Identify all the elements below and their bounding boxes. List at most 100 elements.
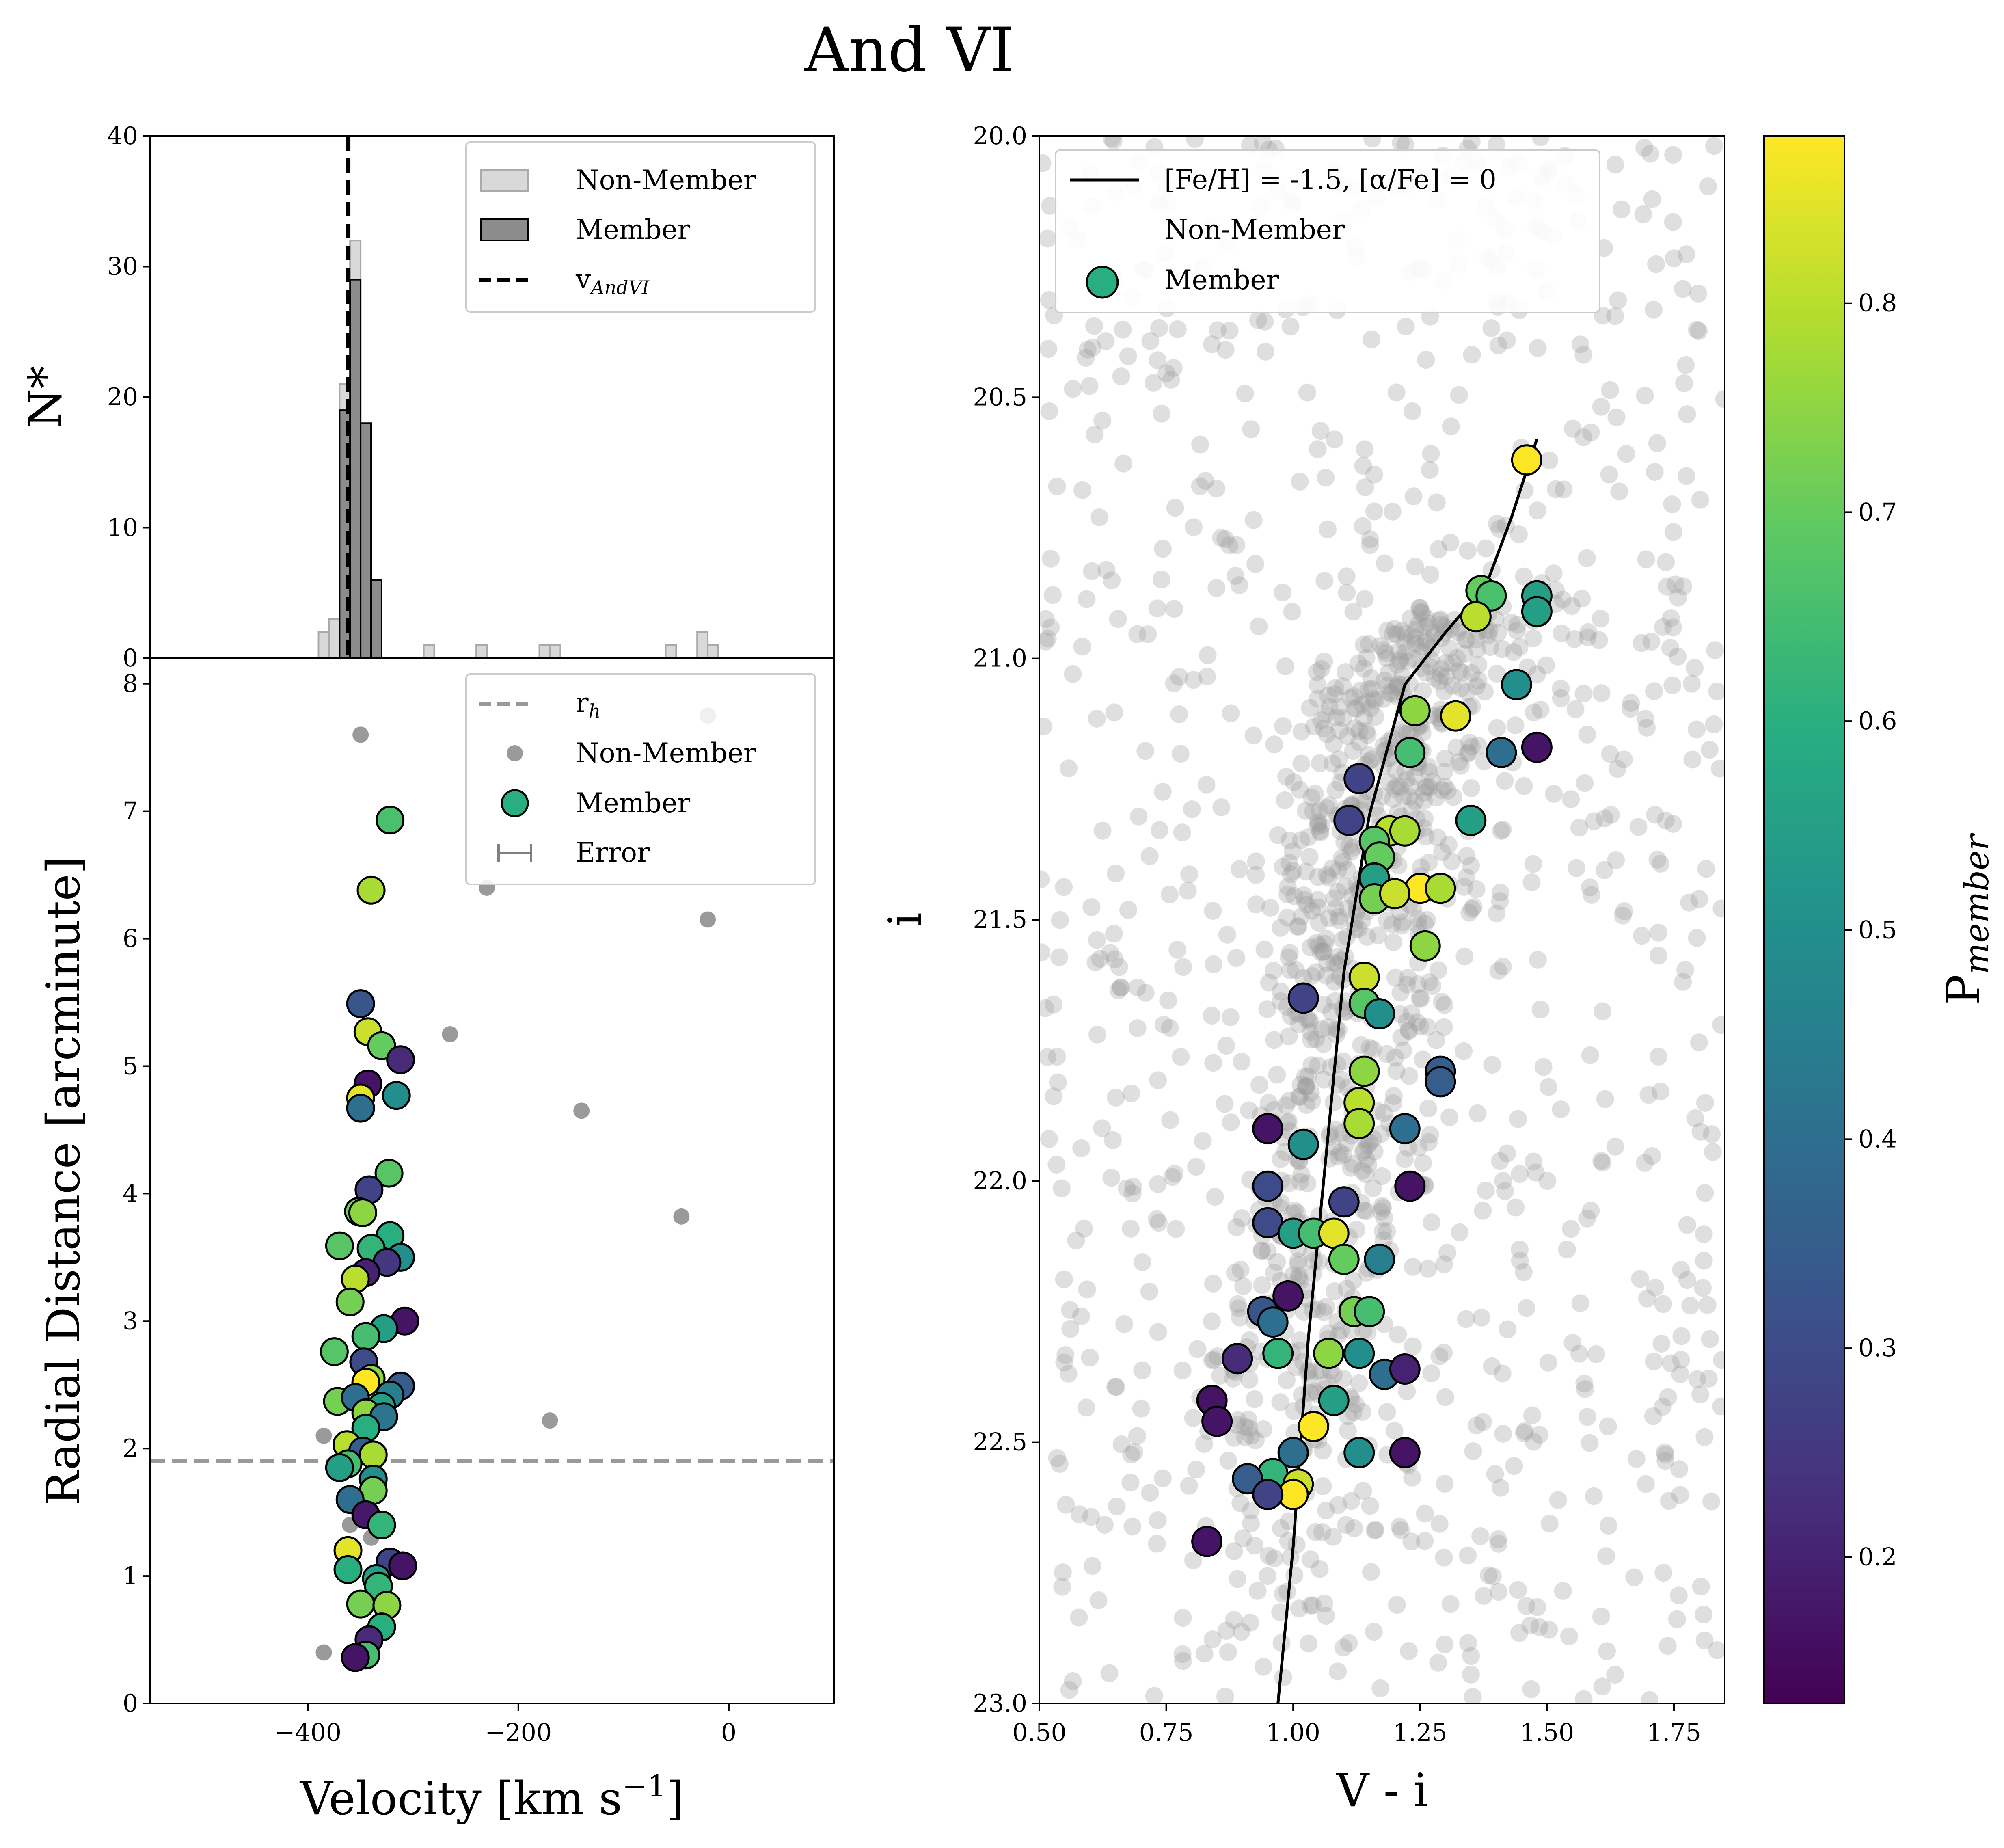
- histogram-bar-nonmember: [549, 644, 561, 659]
- cmd-field-point: [1317, 469, 1335, 487]
- cmd-field-point: [1654, 1295, 1672, 1313]
- cmd-rgb-point: [1301, 938, 1319, 956]
- cmd-field-point: [1638, 719, 1656, 737]
- cmd-field-point: [1594, 1154, 1612, 1172]
- cmd-x-tick-label: 0.50: [1012, 1718, 1067, 1747]
- cmd-field-point: [1552, 1100, 1570, 1119]
- cmd-field-point: [1399, 1642, 1418, 1660]
- cmd-x-tick-label: 1.00: [1266, 1718, 1320, 1747]
- cmd-field-point: [1047, 1155, 1066, 1174]
- cmd-field-point: [1463, 346, 1481, 364]
- cmd-field-point: [1462, 1647, 1480, 1665]
- cmd-field-point: [1435, 1548, 1453, 1567]
- colorbar-tick-label: 0.2: [1858, 1543, 1897, 1571]
- cmd-rgb-point: [1258, 1000, 1276, 1018]
- cmd-field-point: [1646, 806, 1664, 824]
- colorbar-tick-label: 0.6: [1858, 707, 1897, 735]
- cmd-field-point: [1489, 1530, 1507, 1548]
- cmd-field-point: [1417, 828, 1435, 846]
- cmd-rgb-point: [1404, 1258, 1422, 1276]
- cmd-field-point: [1703, 1125, 1721, 1143]
- cmd-member-point: [1389, 815, 1421, 847]
- cmd-rgb-point: [1302, 788, 1321, 806]
- cmd-rgb-point: [1419, 758, 1437, 776]
- cmd-field-point: [1515, 1263, 1533, 1281]
- cmd-rgb-point: [1297, 1096, 1315, 1114]
- cmd-field-point: [1397, 643, 1415, 661]
- cmd-field-point: [1638, 1289, 1656, 1308]
- cmd-field-point: [1204, 902, 1222, 920]
- cmd-field-point: [1203, 1006, 1221, 1025]
- cmd-field-point: [1203, 1630, 1222, 1648]
- cmd-rgb-point: [1332, 849, 1351, 867]
- cmd-field-point: [1443, 677, 1462, 695]
- cmd-rgb-point: [1423, 772, 1442, 791]
- cmd-field-point: [1486, 1465, 1504, 1483]
- radial-nonmember-point: [700, 911, 716, 928]
- cmd-field-point: [1658, 577, 1676, 596]
- cmd-field-point: [1408, 1013, 1426, 1031]
- cmd-rgb-point: [1354, 1201, 1373, 1219]
- cmd-field-point: [1061, 1320, 1080, 1338]
- cmd-field-point: [1207, 579, 1226, 597]
- cmd-rgb-point: [1332, 1071, 1351, 1089]
- cmd-rgb-point: [1388, 677, 1406, 696]
- cmd-field-point: [1070, 1505, 1088, 1524]
- cmd-rgb-point: [1284, 1266, 1302, 1284]
- cmd-rgb-point: [1301, 1013, 1319, 1031]
- colorbar-tick-label: 0.7: [1858, 498, 1897, 526]
- cmd-field-point: [1039, 340, 1058, 358]
- cmd-rgb-point: [1329, 882, 1347, 901]
- cmd-field-point: [1086, 953, 1105, 972]
- cmd-rgb-point: [1208, 1347, 1227, 1365]
- cmd-field-point: [1257, 342, 1275, 361]
- cmd-field-point: [1296, 802, 1315, 820]
- cmd-field-point: [1662, 1354, 1680, 1372]
- cmd-field-point: [1674, 577, 1693, 595]
- cmd-field-point: [1534, 1058, 1553, 1076]
- cmd-rgb-point: [1354, 1482, 1372, 1500]
- cmd-rgb-point: [1460, 733, 1479, 752]
- cmd-rgb-point: [1343, 839, 1362, 857]
- cmd-field-point: [1187, 1461, 1205, 1479]
- cmd-field-point: [1205, 955, 1223, 973]
- cmd-field-point: [1421, 778, 1439, 797]
- cmd-field-point: [1133, 1253, 1151, 1271]
- cmd-field-point: [1222, 1113, 1240, 1132]
- cmd-rgb-point: [1351, 791, 1369, 810]
- cmd-rgb-point: [1309, 689, 1327, 708]
- cmd-field-point: [1356, 440, 1374, 458]
- cmd-rgb-point: [1432, 666, 1450, 685]
- cmd-field-point: [1184, 518, 1203, 536]
- cmd-field-point: [1090, 508, 1108, 526]
- cmd-field-point: [1489, 1583, 1507, 1601]
- cmd-field-point: [1231, 860, 1249, 878]
- cmd-rgb-point: [1300, 848, 1319, 866]
- cmd-field-point: [1672, 1327, 1691, 1345]
- cmd-field-point: [1220, 536, 1239, 555]
- cmd-field-point: [1315, 572, 1334, 590]
- cmd-field-point: [1435, 1343, 1453, 1362]
- cmd-rgb-point: [1378, 649, 1396, 667]
- histogram-y-tick-label: 40: [107, 122, 138, 150]
- cmd-field-point: [1179, 882, 1197, 900]
- cmd-field-point: [1196, 472, 1214, 490]
- cmd-field-point: [1574, 685, 1593, 703]
- cmd-field-point: [1403, 402, 1421, 420]
- cmd-field-point: [1128, 1427, 1146, 1445]
- histogram-bar-nonmember: [538, 644, 551, 659]
- cmd-field-point: [1309, 440, 1327, 458]
- cmd-rgb-point: [1282, 1007, 1300, 1025]
- cmd-field-point: [1197, 776, 1216, 794]
- cmd-field-point: [1483, 1357, 1501, 1375]
- cmd-field-point: [1666, 575, 1684, 594]
- cmd-field-point: [1301, 699, 1319, 717]
- cmd-field-point: [1631, 1270, 1649, 1288]
- cmd-field-point: [1136, 742, 1155, 760]
- cmd-field-point: [1692, 1578, 1710, 1596]
- cmd-field-point: [1606, 307, 1624, 325]
- cmd-field-point: [1161, 1019, 1179, 1037]
- cmd-field-point: [1209, 321, 1227, 339]
- cmd-rgb-point: [1364, 1179, 1382, 1197]
- cmd-member-point: [1486, 737, 1517, 768]
